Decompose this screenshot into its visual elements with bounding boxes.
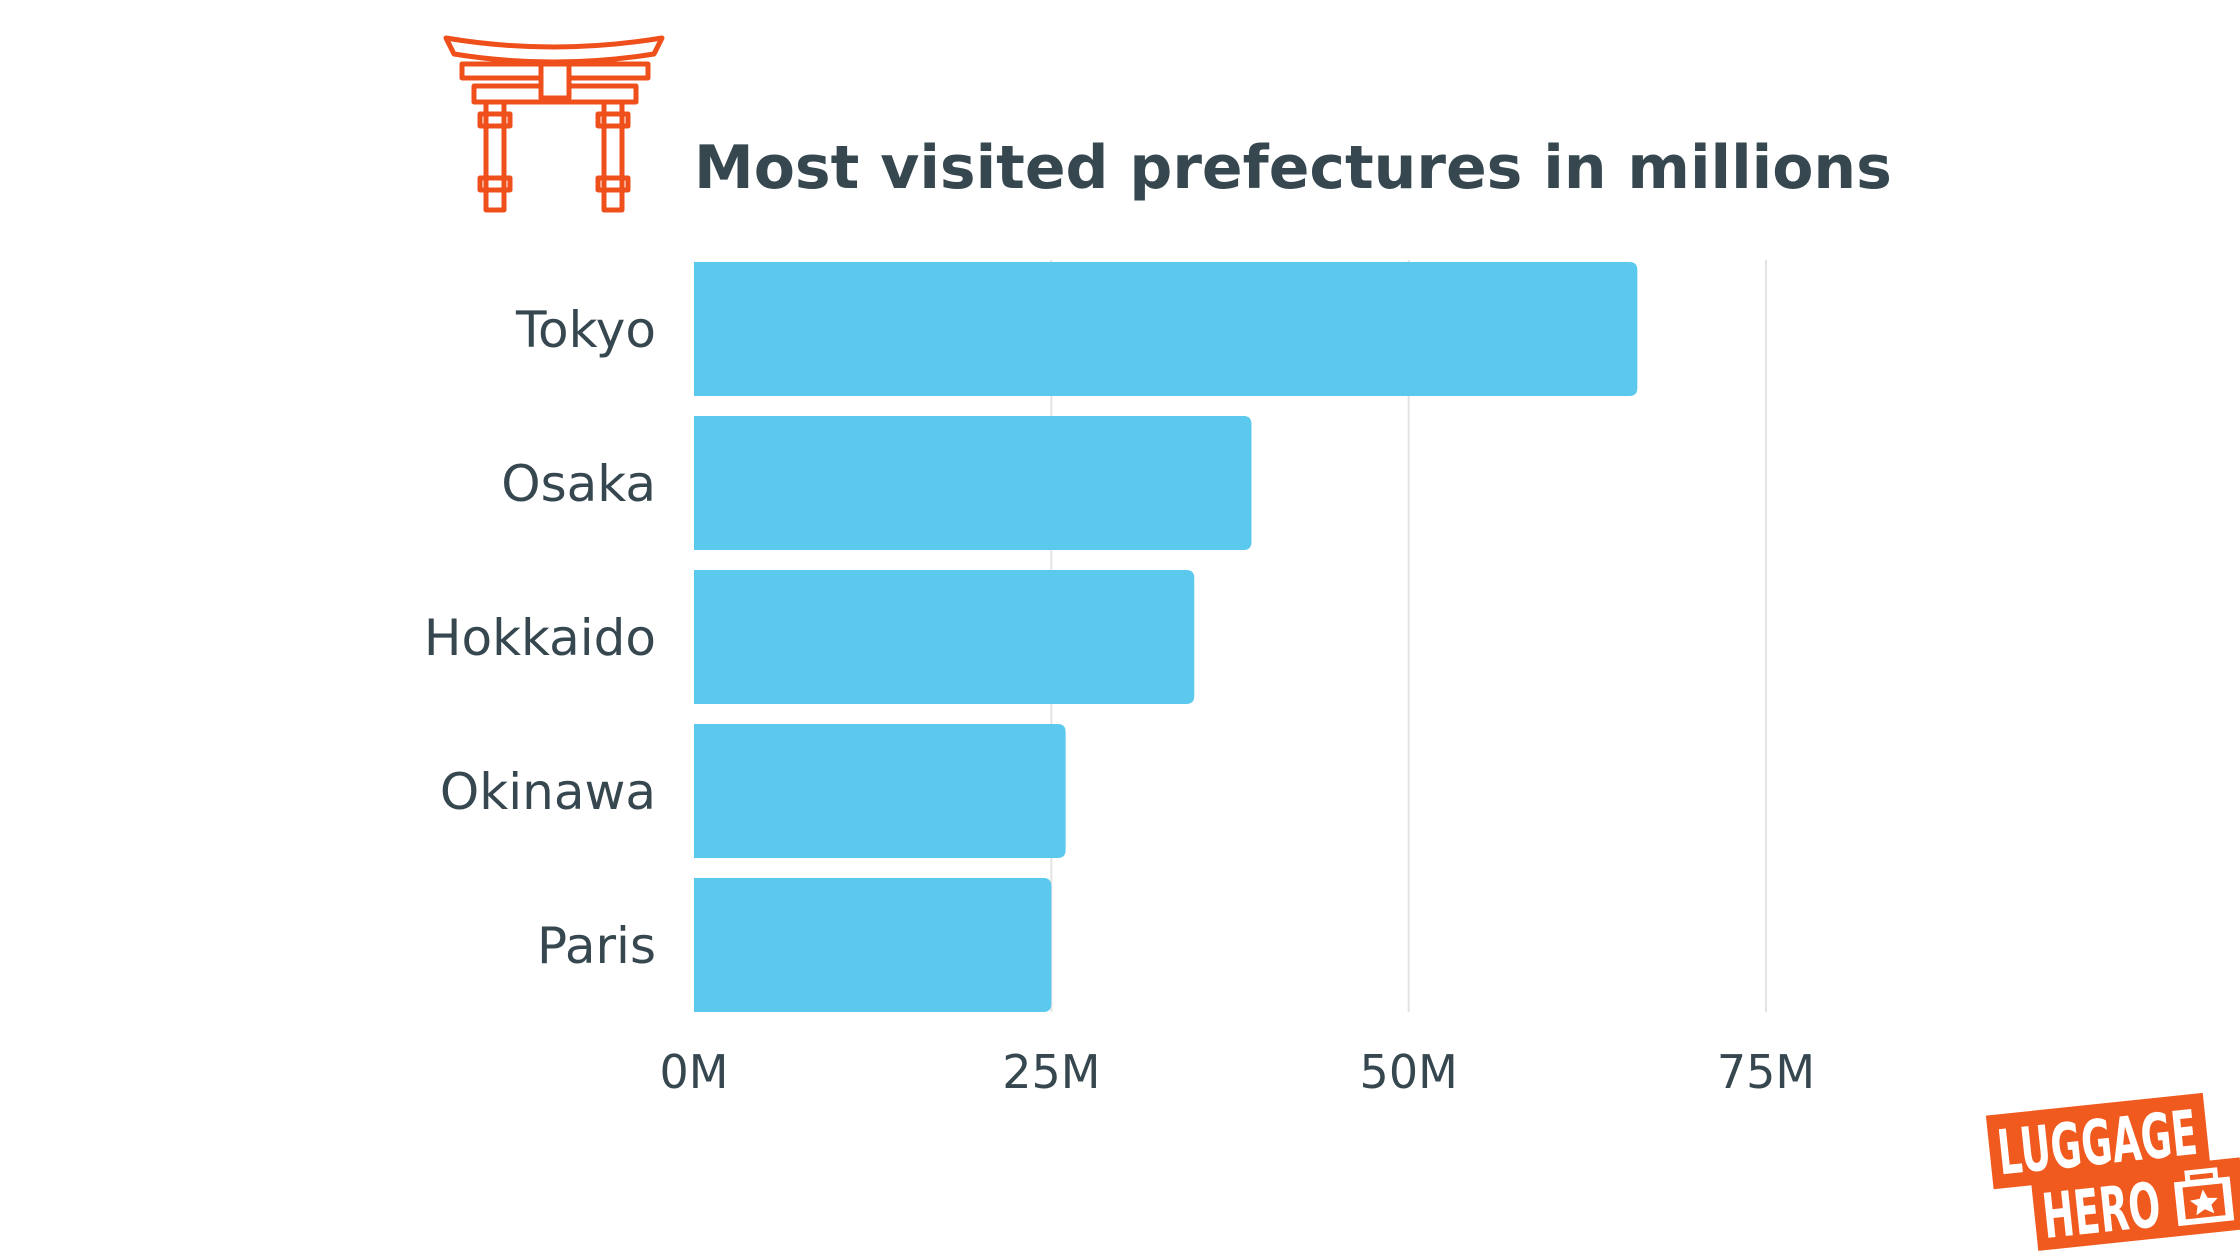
category-label-osaka: Osaka [501,455,656,513]
x-tick-label: 75M [1717,1045,1815,1099]
category-labels: Tokyo Osaka Hokkaido Okinawa Paris [424,301,656,975]
category-label-tokyo: Tokyo [515,301,656,359]
bar-hokkaido [694,570,1195,704]
logo-text-line2: HERO [2039,1168,2164,1253]
x-tick-label: 25M [1002,1045,1100,1099]
bar-paris [694,878,1052,1012]
x-axis-tick-labels: 0M 25M 50M 75M [660,1045,1816,1099]
torii-gate-icon [443,35,665,213]
category-label-paris: Paris [537,917,656,975]
chart-title: Most visited prefectures in millions [694,133,1892,203]
x-tick-label: 50M [1360,1045,1458,1099]
bars [694,262,1638,1012]
category-label-hokkaido: Hokkaido [424,609,656,667]
x-tick-label: 0M [660,1045,729,1099]
bar-tokyo [694,262,1638,396]
bar-okinawa [694,724,1066,858]
suitcase-icon [2173,1167,2235,1227]
category-label-okinawa: Okinawa [440,763,656,821]
luggage-hero-logo: LUGGAGE HERO [1985,1092,2240,1253]
bar-osaka [694,416,1252,550]
